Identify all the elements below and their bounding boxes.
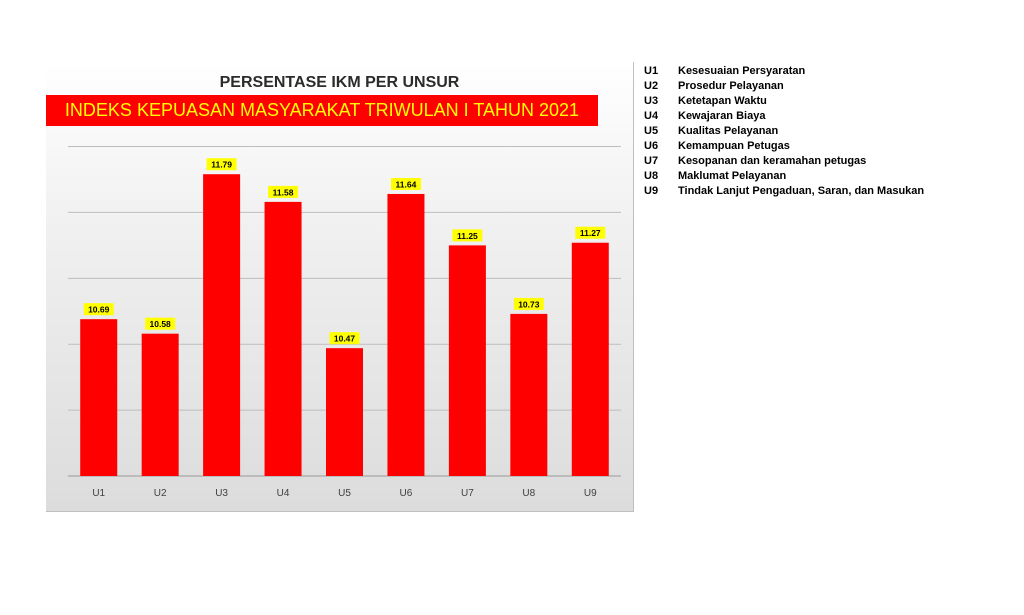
data-label-bg [390,177,421,190]
legend-label: Tindak Lanjut Pengaduan, Saran, dan Masu… [678,185,925,197]
legend-label: Kewajaran Biaya [678,110,766,122]
bar-u6 [387,193,425,476]
data-label: 10.69 [88,305,110,315]
legend-label: Kemampuan Petugas [678,140,790,152]
data-label: 11.64 [396,179,417,189]
legend-code: U8 [644,170,659,182]
legend-item: U5 Kualitas Pelayanan [644,124,924,139]
legend-code: U5 [644,125,659,137]
legend-code: U4 [644,110,659,122]
bar-u2 [141,333,179,476]
legend-code: U6 [644,140,659,152]
chart-title: PERSENTASE IKM PER UNSUR [219,74,460,91]
data-label: 10.73 [518,299,540,309]
bar-u1 [80,319,118,476]
legend-label: Kesesuaian Persyaratan [678,65,806,77]
bar-u3 [203,174,241,476]
data-label-bg [206,158,237,171]
x-tick-label: U3 [215,488,228,499]
legend-code: U7 [644,155,659,167]
data-label: 10.47 [334,334,356,344]
legend-item: U3 Ketetapan Waktu [644,94,924,109]
data-label: 11.25 [457,231,478,241]
legend-item: U6 Kemampuan Petugas [644,139,924,154]
legend-label: Maklumat Pelayanan [678,170,787,182]
x-tick-label: U9 [584,488,597,499]
legend-item: U1 Kesesuaian Persyaratan [644,64,924,79]
bar-u7 [448,245,486,476]
chart-subtitle-banner: INDEKS KEPUASAN MASYARAKAT TRIWULAN I TA… [46,95,598,126]
bar-chart: 10.69 U1 10.58 U2 11.79 U3 11.58 U4 10.47 U5 11.64… [68,146,621,499]
x-tick-label: U8 [522,488,535,499]
x-tick-label: U5 [338,488,351,499]
legend-item: U4 Kewajaran Biaya [644,109,924,124]
legend-code: U1 [644,65,659,77]
data-label: 11.79 [211,160,232,170]
data-label: 11.27 [580,228,601,238]
x-tick-label: U6 [400,488,413,499]
bar-u8 [510,313,548,476]
legend-item: U2 Prosedur Pelayanan [644,79,924,94]
legend-label: Kualitas Pelayanan [678,125,779,137]
data-label-bg [145,317,176,330]
chart-area: 10.69 U1 10.58 U2 11.79 U3 11.58 U4 10.47 U5 11.64… [46,62,634,512]
legend-code: U3 [644,95,659,107]
legend-code: U2 [644,80,659,92]
x-tick-label: U1 [92,488,105,499]
data-label-bg [513,297,544,310]
x-tick-label: U2 [154,488,167,499]
bar-u5 [326,348,363,476]
data-label-bg [83,303,114,316]
legend-item: U8 Maklumat Pelayanan [644,169,924,184]
legend-code: U9 [644,185,659,197]
bar-u4 [264,201,302,476]
bar-u9 [571,242,609,476]
data-label: 10.58 [150,319,172,329]
data-label-bg [329,332,360,345]
legend-label: Prosedur Pelayanan [678,80,784,92]
legend-label: Kesopanan dan keramahan petugas [678,155,867,167]
legend: U1 Kesesuaian Persyaratan U2 Prosedur Pelay… [644,64,924,199]
x-tick-label: U4 [277,488,290,499]
x-tick-label: U7 [461,488,474,499]
data-label-bg [575,226,606,239]
data-label: 11.58 [273,187,294,197]
data-label-bg [452,229,483,242]
legend-item: U9 Tindak Lanjut Pengaduan, Saran, dan Ma… [644,184,924,199]
data-label-bg [268,185,299,198]
legend-label: Ketetapan Waktu [678,95,767,107]
legend-item: U7 Kesopanan dan keramahan petugas [644,154,924,169]
